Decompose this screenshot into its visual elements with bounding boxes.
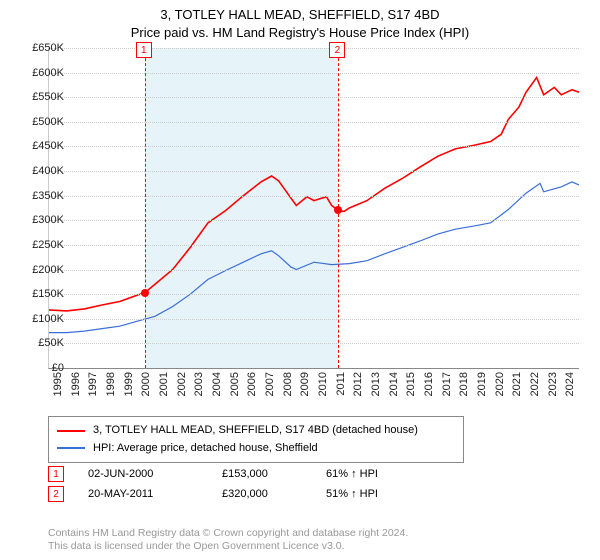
x-axis-label: 1995 xyxy=(52,372,64,396)
event-marker: 1 xyxy=(136,42,152,58)
x-axis-label: 2010 xyxy=(317,372,329,396)
series-hpi xyxy=(49,182,579,333)
x-axis-label: 2005 xyxy=(229,372,241,396)
x-axis-label: 2016 xyxy=(423,372,435,396)
gridline xyxy=(49,171,579,172)
y-axis-label: £200K xyxy=(32,264,64,276)
gridline xyxy=(49,196,579,197)
x-axis-label: 1996 xyxy=(70,372,82,396)
x-axis-label: 2018 xyxy=(458,372,470,396)
x-axis-label: 1997 xyxy=(87,372,99,396)
x-axis-label: 2017 xyxy=(441,372,453,396)
y-axis-label: £650K xyxy=(32,42,64,54)
chart-title: 3, TOTLEY HALL MEAD, SHEFFIELD, S17 4BD … xyxy=(0,0,600,41)
x-axis-label: 2012 xyxy=(352,372,364,396)
y-axis-label: £450K xyxy=(32,140,64,152)
y-axis-label: £100K xyxy=(32,313,64,325)
x-axis-label: 2008 xyxy=(282,372,294,396)
gridline xyxy=(49,294,579,295)
x-axis-label: 2011 xyxy=(335,372,347,396)
sale-pct: 51% ↑ HPI xyxy=(326,488,406,500)
event-line xyxy=(145,48,146,368)
sale-marker: 2 xyxy=(48,486,64,502)
sale-pct: 61% ↑ HPI xyxy=(326,468,406,480)
footer-attribution: Contains HM Land Registry data © Crown c… xyxy=(48,527,408,554)
x-axis-label: 2003 xyxy=(193,372,205,396)
y-axis-label: £250K xyxy=(32,239,64,251)
x-axis-label: 2021 xyxy=(511,372,523,396)
x-axis-label: 2006 xyxy=(246,372,258,396)
series-property xyxy=(49,78,579,311)
series-marker xyxy=(141,289,149,297)
gridline xyxy=(49,343,579,344)
y-axis-label: £50K xyxy=(38,337,64,349)
x-axis-label: 2024 xyxy=(564,372,576,396)
x-axis-label: 2015 xyxy=(405,372,417,396)
x-axis-label: 2009 xyxy=(299,372,311,396)
sale-price: £153,000 xyxy=(222,468,302,480)
chart-lines xyxy=(49,48,579,368)
chart-plot-area xyxy=(48,48,579,369)
gridline xyxy=(49,319,579,320)
y-axis-label: £400K xyxy=(32,165,64,177)
x-axis-label: 2019 xyxy=(476,372,488,396)
x-axis-label: 2014 xyxy=(388,372,400,396)
x-axis-label: 2001 xyxy=(158,372,170,396)
gridline xyxy=(49,220,579,221)
sale-price: £320,000 xyxy=(222,488,302,500)
sale-marker: 1 xyxy=(48,466,64,482)
footer-line1: Contains HM Land Registry data © Crown c… xyxy=(48,527,408,541)
x-axis-label: 2004 xyxy=(211,372,223,396)
x-axis-label: 2013 xyxy=(370,372,382,396)
footer-line2: This data is licensed under the Open Gov… xyxy=(48,540,408,554)
legend-swatch xyxy=(57,447,85,449)
legend-label: 3, TOTLEY HALL MEAD, SHEFFIELD, S17 4BD … xyxy=(93,422,418,440)
x-axis-label: 1999 xyxy=(123,372,135,396)
sale-date: 20-MAY-2011 xyxy=(88,488,198,500)
y-axis-label: £550K xyxy=(32,91,64,103)
gridline xyxy=(49,146,579,147)
x-axis-label: 2000 xyxy=(140,372,152,396)
legend: 3, TOTLEY HALL MEAD, SHEFFIELD, S17 4BD … xyxy=(48,416,464,463)
series-marker xyxy=(334,206,342,214)
gridline xyxy=(49,122,579,123)
sale-date: 02-JUN-2000 xyxy=(88,468,198,480)
x-axis-label: 2023 xyxy=(547,372,559,396)
title-line1: 3, TOTLEY HALL MEAD, SHEFFIELD, S17 4BD xyxy=(0,6,600,24)
sales-table: 1 02-JUN-2000 £153,000 61% ↑ HPI 2 20-MAY-201… xyxy=(48,466,406,506)
y-axis-label: £600K xyxy=(32,67,64,79)
event-marker: 2 xyxy=(329,42,345,58)
gridline xyxy=(49,73,579,74)
legend-label: HPI: Average price, detached house, Shef… xyxy=(93,440,318,458)
legend-item: 3, TOTLEY HALL MEAD, SHEFFIELD, S17 4BD … xyxy=(57,422,455,440)
legend-swatch xyxy=(57,430,85,432)
gridline xyxy=(49,270,579,271)
y-axis-label: £500K xyxy=(32,116,64,128)
x-axis-label: 2007 xyxy=(264,372,276,396)
x-axis-label: 2002 xyxy=(176,372,188,396)
y-axis-label: £300K xyxy=(32,214,64,226)
x-axis-label: 1998 xyxy=(105,372,117,396)
gridline xyxy=(49,97,579,98)
gridline xyxy=(49,245,579,246)
y-axis-label: £350K xyxy=(32,190,64,202)
title-line2: Price paid vs. HM Land Registry's House … xyxy=(0,24,600,42)
x-axis-label: 2020 xyxy=(494,372,506,396)
y-axis-label: £150K xyxy=(32,288,64,300)
sale-row: 1 02-JUN-2000 £153,000 61% ↑ HPI xyxy=(48,466,406,482)
sale-row: 2 20-MAY-2011 £320,000 51% ↑ HPI xyxy=(48,486,406,502)
x-axis-label: 2022 xyxy=(529,372,541,396)
legend-item: HPI: Average price, detached house, Shef… xyxy=(57,440,455,458)
gridline xyxy=(49,48,579,49)
